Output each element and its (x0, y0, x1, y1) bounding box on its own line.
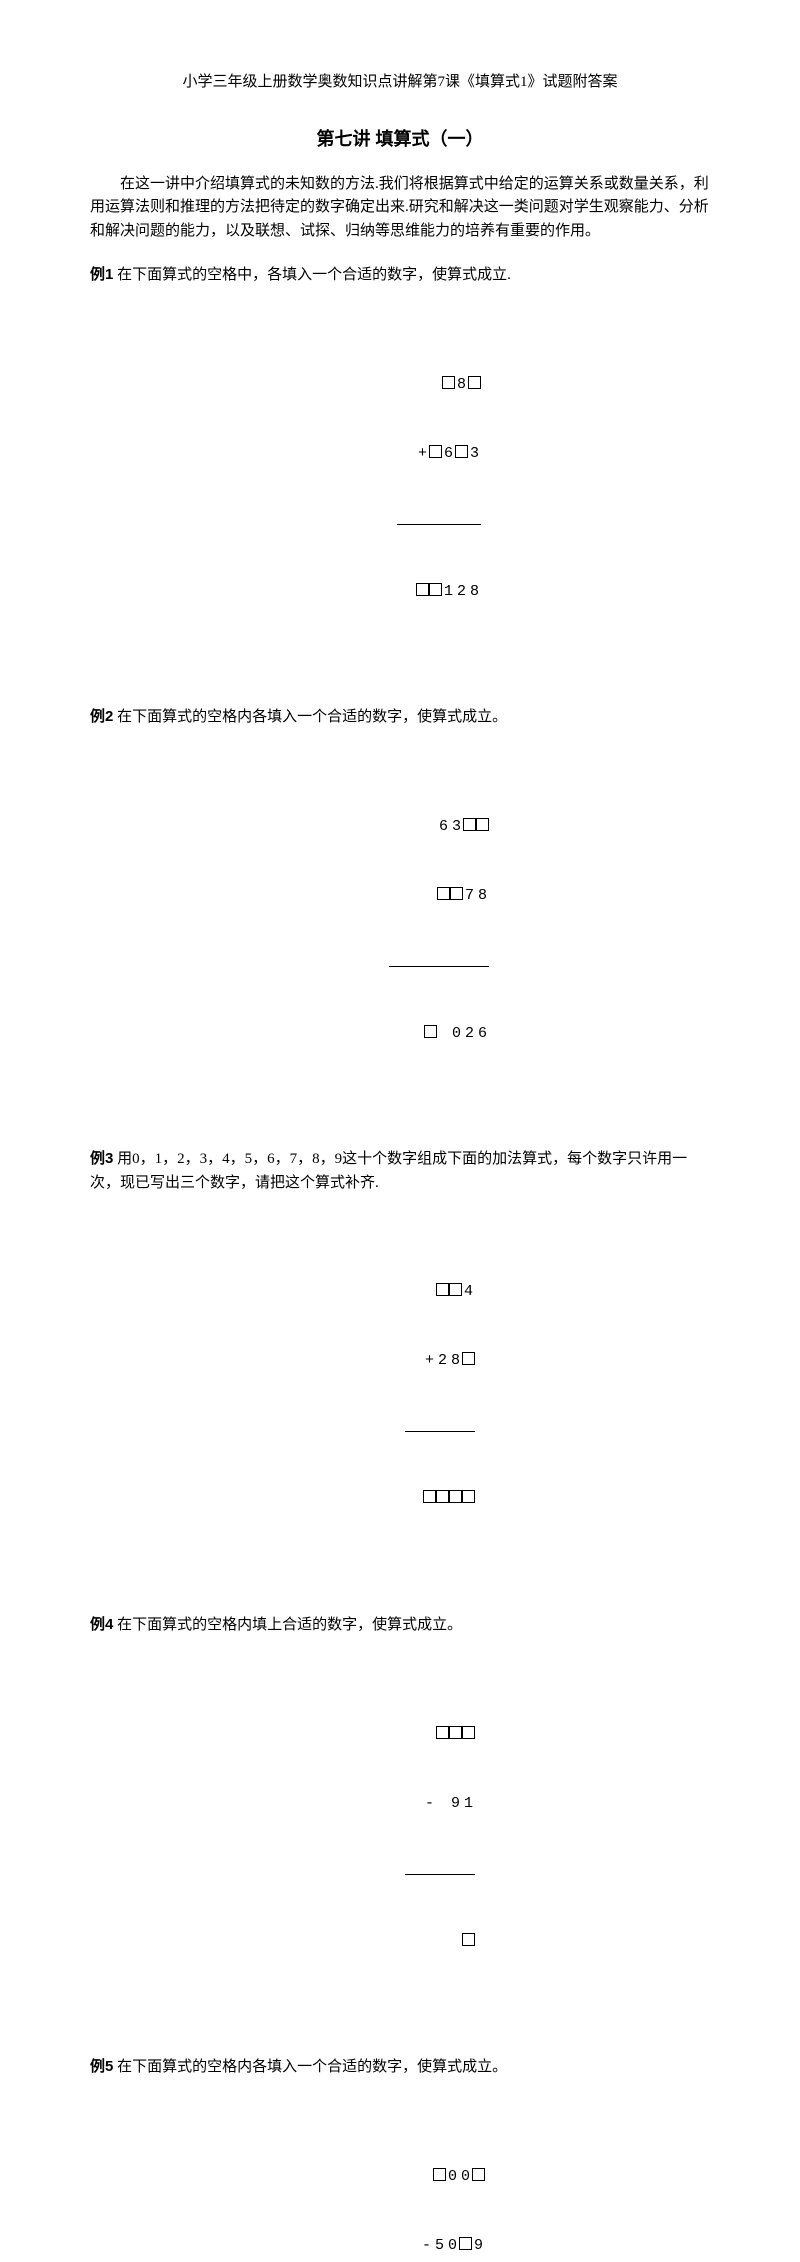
example-4-math: -91 (90, 1655, 710, 2021)
example-4-text: 在下面算式的空格内填上合适的数字，使算式成立。 (117, 1617, 462, 1633)
example-3-math: 4 +28 (90, 1213, 710, 1579)
example-3-text: 用0，1，2，3，4，5，6，7，8，9这十个数字组成下面的加法算式，每个数字只… (90, 1151, 687, 1190)
example-label: 例4 在下面算式的空格内填上合适的数字，使算式成立。 (90, 1613, 710, 1637)
example-5-label: 例5 (90, 2058, 113, 2075)
example-2-label: 例2 (90, 708, 113, 725)
example-label: 例3 用0，1，2，3，4，5，6，7，8，9这十个数字组成下面的加法算式，每个… (90, 1147, 710, 1195)
example-2-math: 63 78 026 (90, 747, 710, 1113)
example-1-label: 例1 (90, 266, 113, 283)
section-title: 第七讲 填算式（一） (90, 125, 710, 151)
example-5-text: 在下面算式的空格内各填入一个合适的数字，使算式成立。 (117, 2059, 507, 2075)
example-5: 例5 在下面算式的空格内各填入一个合适的数字，使算式成立。 00 -509 19… (90, 2055, 710, 2262)
page: 小学三年级上册数学奥数知识点讲解第7课《填算式1》试题附答案 第七讲 填算式（一… (0, 0, 800, 2262)
doc-header-title: 小学三年级上册数学奥数知识点讲解第7课《填算式1》试题附答案 (90, 70, 710, 91)
example-4: 例4 在下面算式的空格内填上合适的数字，使算式成立。 -91 (90, 1613, 710, 2021)
example-4-label: 例4 (90, 1616, 113, 1633)
intro-paragraph: 在这一讲中介绍填算式的未知数的方法.我们将根据算式中给定的运算关系或数量关系，利… (90, 173, 710, 243)
example-2: 例2 在下面算式的空格内各填入一个合适的数字，使算式成立。 63 78 026 (90, 705, 710, 1113)
example-label: 例2 在下面算式的空格内各填入一个合适的数字，使算式成立。 (90, 705, 710, 729)
example-3-label: 例3 (90, 1150, 113, 1167)
example-5-math: 00 -509 193 (90, 2097, 710, 2262)
example-1: 例1 在下面算式的空格中，各填入一个合适的数字，使算式成立. 8 +63 128 (90, 263, 710, 671)
example-1-math: 8 +63 128 (90, 305, 710, 671)
example-3: 例3 用0，1，2，3，4，5，6，7，8，9这十个数字组成下面的加法算式，每个… (90, 1147, 710, 1579)
example-label: 例1 在下面算式的空格中，各填入一个合适的数字，使算式成立. (90, 263, 710, 287)
example-label: 例5 在下面算式的空格内各填入一个合适的数字，使算式成立。 (90, 2055, 710, 2079)
example-1-text: 在下面算式的空格中，各填入一个合适的数字，使算式成立. (117, 267, 511, 283)
example-2-text: 在下面算式的空格内各填入一个合适的数字，使算式成立。 (117, 709, 507, 725)
